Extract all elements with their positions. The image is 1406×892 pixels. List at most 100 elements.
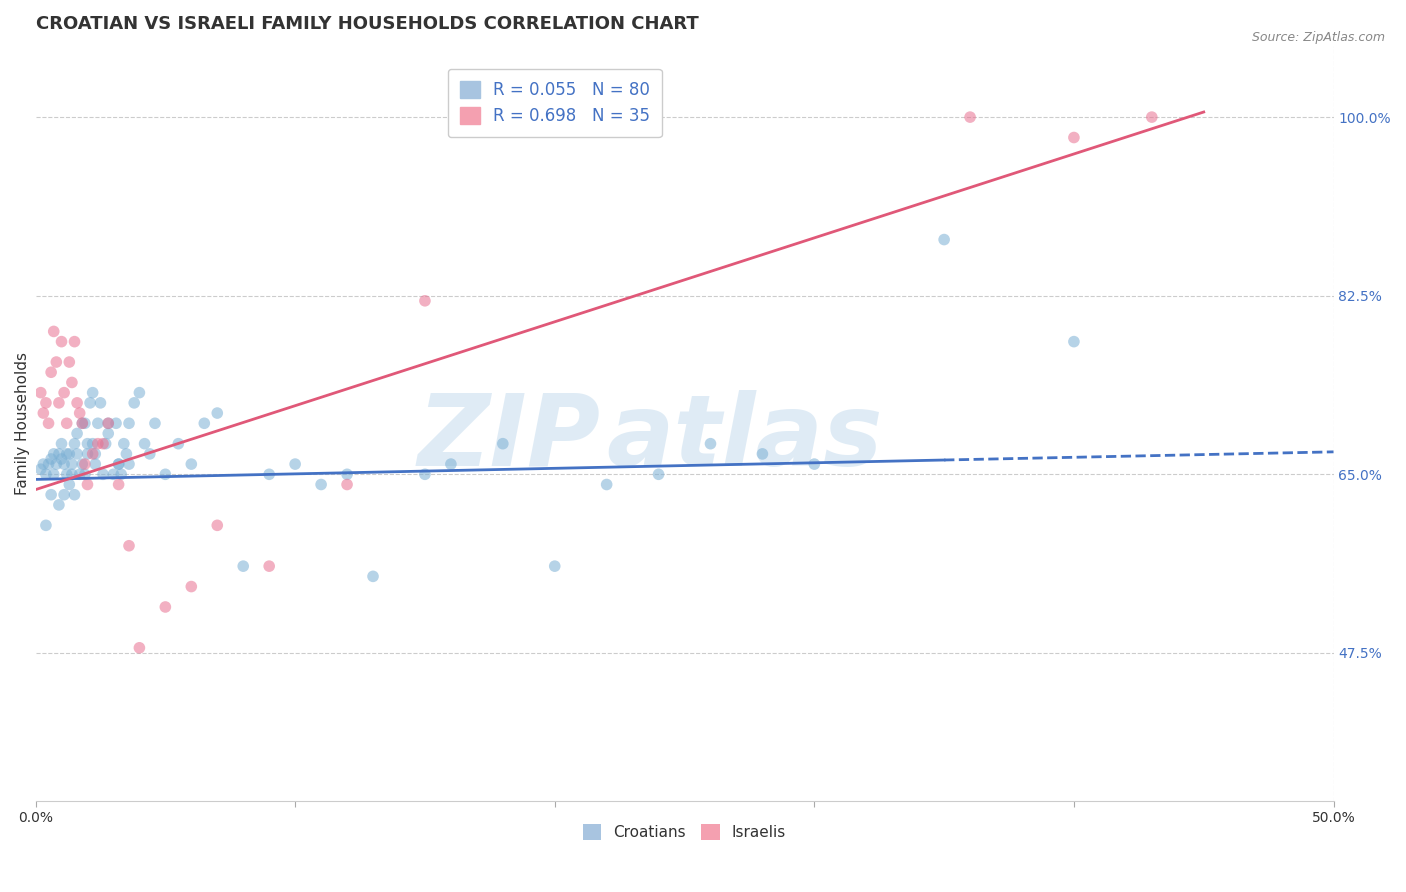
Point — [207, 518, 229, 533]
Point — [51, 334, 73, 349]
Point — [35, 467, 58, 482]
Point — [53, 385, 76, 400]
Point — [97, 417, 120, 431]
Point — [48, 447, 70, 461]
Point — [38, 417, 60, 431]
Point — [72, 457, 94, 471]
Point — [155, 467, 177, 482]
Point — [32, 406, 55, 420]
Point — [257, 559, 280, 574]
Point — [76, 477, 98, 491]
Point — [63, 436, 86, 450]
Point — [544, 559, 567, 574]
Point — [143, 417, 166, 431]
Point — [51, 452, 73, 467]
Point — [1063, 130, 1085, 145]
Point — [87, 417, 110, 431]
Point — [73, 467, 96, 482]
Point — [82, 385, 104, 400]
Point — [103, 467, 125, 482]
Point — [1063, 334, 1085, 349]
Text: Source: ZipAtlas.com: Source: ZipAtlas.com — [1251, 31, 1385, 45]
Point — [155, 599, 177, 614]
Point — [336, 467, 359, 482]
Point — [72, 417, 94, 431]
Point — [30, 385, 52, 400]
Point — [232, 559, 254, 574]
Point — [42, 447, 65, 461]
Point — [118, 417, 141, 431]
Point — [803, 457, 825, 471]
Point — [84, 447, 107, 461]
Point — [932, 233, 955, 247]
Point — [42, 467, 65, 482]
Point — [94, 436, 117, 450]
Point — [69, 406, 91, 420]
Point — [180, 457, 202, 471]
Point — [257, 467, 280, 482]
Point — [42, 325, 65, 339]
Point — [284, 457, 307, 471]
Point — [35, 396, 58, 410]
Point — [35, 518, 58, 533]
Point — [105, 417, 128, 431]
Point — [39, 365, 62, 379]
Point — [48, 396, 70, 410]
Point — [45, 355, 67, 369]
Point — [66, 396, 89, 410]
Point — [128, 640, 150, 655]
Point — [58, 477, 80, 491]
Point — [63, 334, 86, 349]
Point — [139, 447, 162, 461]
Y-axis label: Family Households: Family Households — [15, 351, 30, 495]
Text: atlas: atlas — [606, 390, 883, 487]
Point — [53, 457, 76, 471]
Point — [60, 457, 83, 471]
Text: ZIP: ZIP — [418, 390, 600, 487]
Point — [128, 385, 150, 400]
Point — [180, 580, 202, 594]
Point — [39, 488, 62, 502]
Point — [91, 436, 114, 450]
Point — [84, 457, 107, 471]
Point — [413, 467, 436, 482]
Point — [45, 457, 67, 471]
Point — [38, 457, 60, 471]
Point — [207, 406, 229, 420]
Point — [118, 457, 141, 471]
Point — [110, 467, 132, 482]
Point — [361, 569, 384, 583]
Point — [1140, 110, 1163, 124]
Point — [134, 436, 156, 450]
Point — [76, 436, 98, 450]
Point — [60, 467, 83, 482]
Point — [97, 426, 120, 441]
Point — [82, 436, 104, 450]
Point — [647, 467, 669, 482]
Point — [89, 396, 111, 410]
Point — [73, 417, 96, 431]
Point — [51, 436, 73, 450]
Point — [751, 447, 773, 461]
Point — [66, 447, 89, 461]
Point — [193, 417, 215, 431]
Point — [167, 436, 190, 450]
Point — [492, 436, 515, 450]
Point — [79, 396, 101, 410]
Point — [58, 355, 80, 369]
Point — [30, 462, 52, 476]
Point — [107, 477, 129, 491]
Point — [413, 293, 436, 308]
Point — [66, 426, 89, 441]
Point — [107, 457, 129, 471]
Point — [73, 457, 96, 471]
Point — [97, 417, 120, 431]
Point — [76, 447, 98, 461]
Point — [39, 452, 62, 467]
Point — [959, 110, 981, 124]
Point — [118, 539, 141, 553]
Point — [55, 417, 77, 431]
Point — [122, 396, 145, 410]
Point — [336, 477, 359, 491]
Point — [115, 447, 138, 461]
